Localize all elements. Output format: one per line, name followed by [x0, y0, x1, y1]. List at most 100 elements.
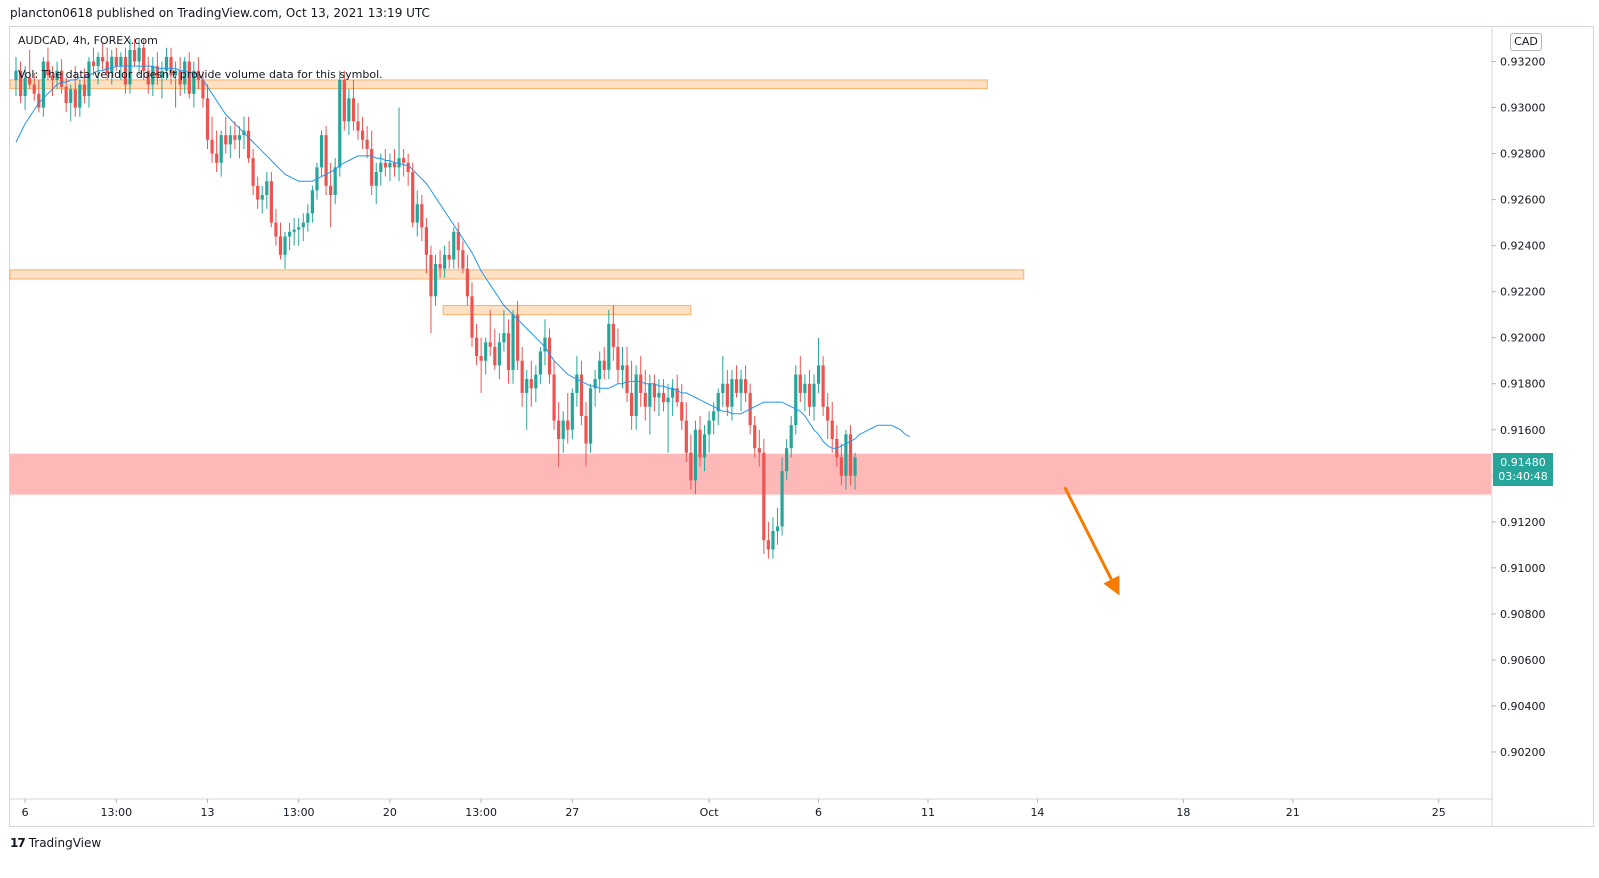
candle-16 [87, 56, 91, 108]
candle-105 [493, 328, 497, 370]
currency-badge[interactable]: CAD [1510, 33, 1542, 51]
candle-148 [689, 434, 693, 490]
candle-128 [598, 351, 602, 393]
candle-body [288, 231, 292, 237]
candle-36 [178, 56, 182, 97]
candle-body [256, 185, 260, 200]
candle-body [351, 98, 356, 122]
candle-33 [164, 47, 169, 80]
candle-122 [570, 388, 574, 439]
candle-body [657, 392, 661, 398]
candle-64 [306, 204, 310, 232]
candle-110 [516, 300, 520, 370]
footer-brand[interactable]: 17 TradingView [10, 836, 101, 850]
candle-86 [406, 153, 410, 186]
candle-30 [151, 56, 155, 97]
candle-94 [443, 245, 447, 278]
candle-43 [210, 116, 214, 163]
candle-body [73, 89, 77, 108]
candle-48 [233, 121, 237, 149]
candle-72 [342, 70, 346, 131]
candle-111 [520, 346, 524, 407]
candle-body [388, 162, 392, 168]
candle-body [561, 420, 565, 439]
candle-body [274, 222, 278, 237]
candle-2 [23, 66, 27, 110]
y-tick-label: 0.90400 [1500, 700, 1546, 713]
candle-body [374, 171, 378, 186]
candle-body [64, 86, 68, 103]
candle-121 [566, 392, 570, 444]
y-tick-label: 0.91800 [1500, 378, 1546, 391]
candle-body [543, 337, 547, 352]
candle-14 [78, 79, 82, 117]
candle-body [684, 420, 688, 453]
candle-177 [821, 356, 825, 416]
candle-54 [260, 185, 264, 214]
candle-body [529, 379, 533, 389]
volume-notice: Vol: The data vendor doesn't provide vol… [18, 68, 383, 81]
y-tick-label: 0.93000 [1500, 102, 1546, 115]
bar-countdown: 03:40:48 [1498, 470, 1548, 483]
candle-173 [803, 374, 807, 412]
candle-142 [661, 379, 666, 412]
candle-97 [456, 222, 460, 269]
candle-body [383, 162, 387, 168]
candle-131 [611, 305, 615, 361]
candle-body [666, 397, 670, 403]
candle-body [101, 56, 105, 62]
candle-166 [771, 517, 775, 559]
tradingview-logo-icon: 17 [10, 836, 26, 850]
candle-body [607, 323, 611, 370]
x-tick-label: 27 [565, 806, 579, 819]
candle-body [525, 379, 529, 393]
candle-body [789, 425, 793, 449]
candle-37 [183, 56, 187, 94]
candle-body [69, 89, 73, 103]
candle-body [137, 47, 141, 62]
candle-body [306, 213, 310, 223]
candle-body [698, 429, 702, 458]
candle-body [534, 374, 538, 389]
symbol-legend[interactable]: AUDCAD, 4h, FOREX.com [18, 34, 158, 47]
candle-178 [826, 392, 830, 439]
candle-body [689, 452, 693, 481]
candle-4 [32, 73, 36, 101]
candle-165 [766, 521, 770, 559]
candle-body [50, 75, 55, 80]
candle-body [579, 374, 584, 416]
candle-body [205, 98, 210, 140]
candle-116 [543, 319, 547, 366]
trend-arrow-head [1103, 575, 1120, 596]
candle-60 [288, 222, 292, 251]
candle-6 [41, 56, 45, 117]
chart-pane[interactable] [9, 26, 1594, 827]
candle-body [798, 374, 802, 393]
candle-body [844, 434, 848, 476]
candle-79 [374, 162, 378, 205]
y-tick-label: 0.92800 [1500, 148, 1546, 161]
price-axis: 0.93200 0.93000 0.92800 0.92600 0.92400 0.922… [1492, 56, 1546, 759]
zones-layer [9, 79, 1491, 495]
candle-69 [329, 162, 333, 228]
candle-12 [69, 84, 73, 122]
candle-body [402, 158, 406, 163]
y-tick-label: 0.93200 [1500, 56, 1546, 69]
candle-55 [265, 171, 269, 209]
candle-10 [60, 59, 64, 94]
candle-113 [529, 360, 533, 407]
candle-125 [584, 402, 588, 467]
candle-63 [301, 213, 305, 242]
candle-27 [137, 38, 141, 76]
candle-body [552, 374, 556, 421]
candle-0 [14, 56, 18, 97]
candle-body [228, 135, 232, 145]
candle-93 [438, 250, 442, 278]
candle-168 [780, 457, 784, 536]
candle-body [342, 79, 346, 122]
candle-body [210, 139, 214, 154]
candle-149 [693, 420, 698, 495]
candle-100 [470, 282, 474, 347]
candle-67 [319, 130, 324, 177]
